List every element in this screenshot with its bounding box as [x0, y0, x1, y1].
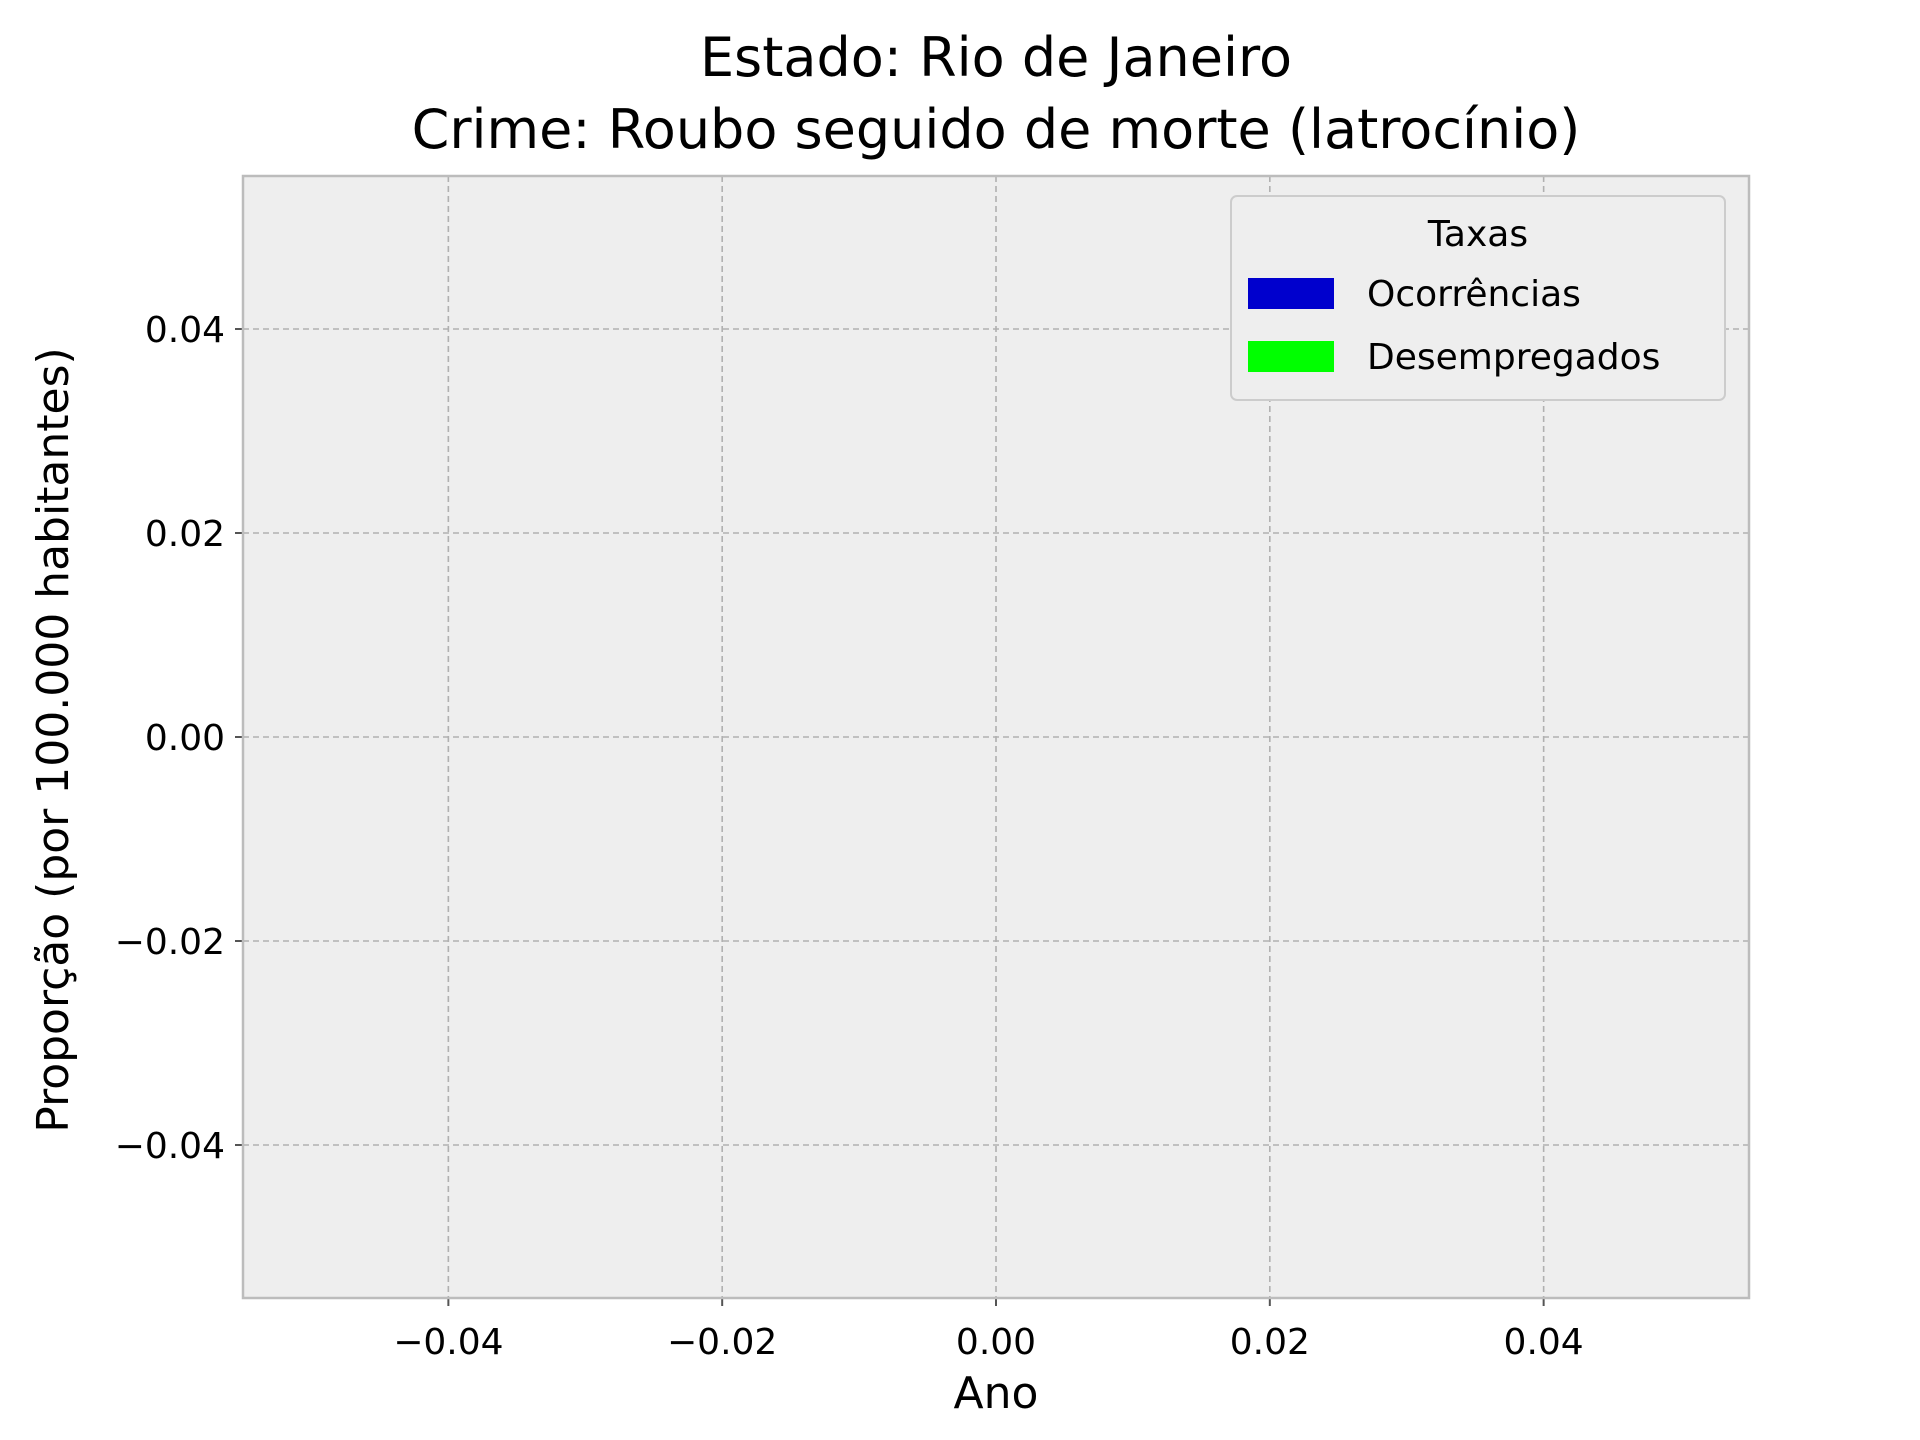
y-tick-label-1: 0.02 — [145, 514, 225, 555]
y-axis-label: Proporção (por 100.000 habitantes) — [28, 347, 79, 1132]
plot-frame — [241, 174, 1751, 1300]
legend-swatch-1 — [1248, 341, 1334, 372]
legend: Taxas Ocorrências Desempregados — [1230, 195, 1726, 401]
x-tick-label-0: −0.04 — [393, 1322, 503, 1363]
x-tick-label-4: 0.04 — [1504, 1322, 1584, 1363]
x-tick-label-2: 0.00 — [956, 1322, 1036, 1363]
legend-title: Taxas — [1427, 214, 1528, 255]
chart-title: Estado: Rio de Janeiro — [700, 26, 1292, 89]
x-axis-label: Ano — [954, 1368, 1039, 1419]
chart-subtitle: Crime: Roubo seguido de morte (latrocíni… — [412, 98, 1581, 161]
y-tick-label-3: −0.02 — [115, 922, 225, 963]
x-tick-label-1: −0.02 — [667, 1322, 777, 1363]
grid-lines — [243, 176, 1749, 1298]
legend-box — [1230, 195, 1726, 401]
axis-ticks: −0.04 −0.02 0.00 0.02 0.04 0.04 0.02 0.00 −0.02 −… — [115, 310, 1584, 1363]
legend-label-1: Desempregados — [1367, 337, 1660, 378]
legend-swatch-0 — [1248, 278, 1334, 309]
y-tick-label-0: 0.04 — [145, 310, 225, 351]
x-tick-label-3: 0.02 — [1230, 1322, 1310, 1363]
legend-label-0: Ocorrências — [1367, 274, 1581, 315]
y-tick-label-2: 0.00 — [145, 718, 225, 759]
y-tick-label-4: −0.04 — [115, 1126, 225, 1167]
legend-entries: Ocorrências Desempregados — [1248, 274, 1660, 378]
